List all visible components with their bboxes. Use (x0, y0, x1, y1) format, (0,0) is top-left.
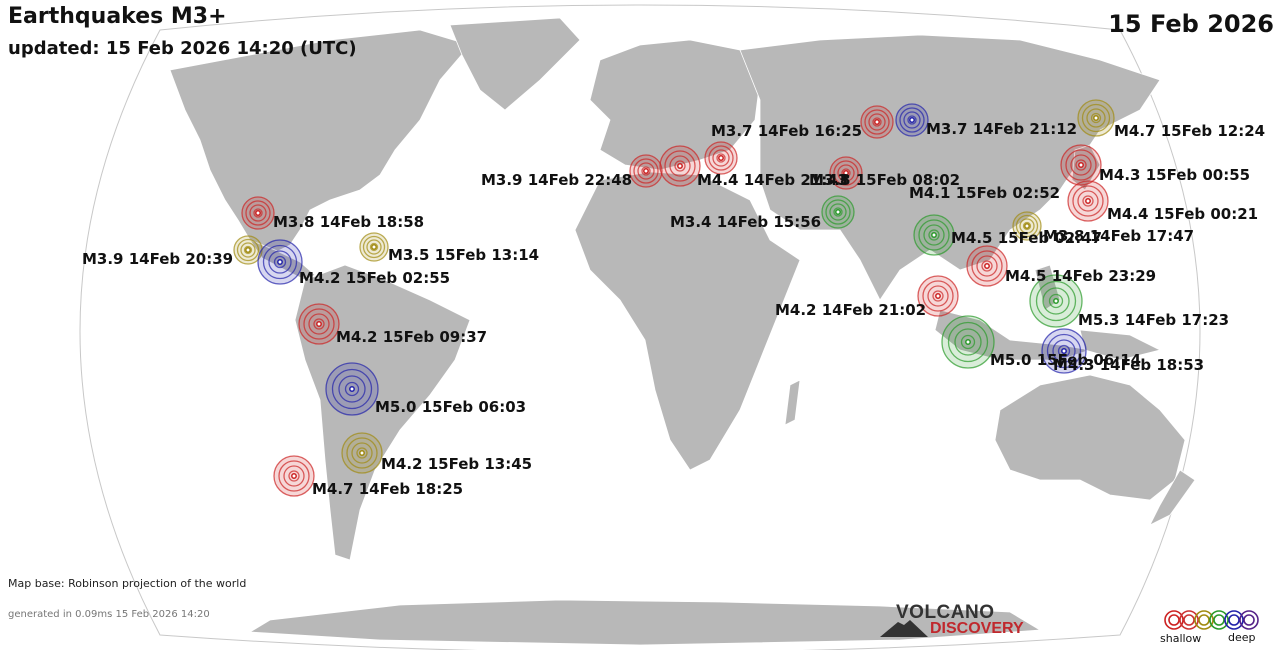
legend-deep-label: deep (1228, 631, 1256, 644)
quake-label[interactable]: M3.8 14Feb 18:58 (273, 213, 424, 231)
south-america-shape (294, 264, 471, 561)
greenland-shape (449, 17, 581, 111)
quake-label[interactable]: M4.7 14Feb 18:25 (312, 480, 463, 498)
quake-label[interactable]: M3.5 15Feb 13:14 (388, 246, 539, 264)
earthquake-marker[interactable] (1012, 211, 1042, 241)
earthquake-marker[interactable] (821, 195, 855, 229)
quake-label[interactable]: M5.0 15Feb 06:14 (990, 351, 1141, 369)
legend-depth-ring (1164, 610, 1184, 630)
quake-label[interactable]: M3.8 15Feb 08:02 (809, 171, 960, 189)
earthquake-marker[interactable] (829, 156, 863, 190)
earthquake-marker[interactable] (629, 154, 663, 188)
earthquake-marker[interactable] (257, 239, 303, 285)
quake-labels: M3.8 14Feb 18:58 M3.9 14Feb 20:39 M4.2 1… (82, 120, 1265, 498)
quake-label[interactable]: M4.7 15Feb 12:24 (1114, 122, 1265, 140)
quake-label[interactable]: M4.3 14Feb 18:53 (1053, 356, 1204, 374)
earthquake-marker[interactable] (895, 103, 929, 137)
legend-shallow-label: shallow (1160, 632, 1202, 645)
new-zealand-shape (1149, 469, 1196, 526)
earthquake-marker[interactable] (1041, 328, 1087, 374)
central-america-shape (248, 239, 316, 281)
quake-label[interactable]: M3.7 14Feb 21:12 (926, 120, 1077, 138)
continents (169, 17, 1196, 646)
legend-depth-ring (1179, 610, 1199, 630)
earthquake-marker[interactable] (241, 196, 275, 230)
indonesia-shape (934, 309, 1091, 361)
page-title: Earthquakes M3+ (8, 4, 227, 29)
earthquake-marker[interactable] (298, 303, 340, 345)
quake-label[interactable]: M4.4 15Feb 00:21 (1107, 205, 1258, 223)
quake-label[interactable]: M4.2 15Feb 02:55 (299, 269, 450, 287)
quake-label[interactable]: M4.3 15Feb 00:55 (1099, 166, 1250, 184)
quake-label[interactable]: M4.2 15Feb 13:45 (381, 455, 532, 473)
antarctica-shape (248, 599, 1042, 646)
madagascar-shape (784, 379, 801, 426)
earthquake-marker[interactable] (359, 232, 389, 262)
earthquake-marker[interactable] (1067, 180, 1109, 222)
earthquake-marker[interactable] (941, 315, 995, 369)
quake-label[interactable]: M3.9 14Feb 22:48 (481, 171, 632, 189)
earthquake-marker[interactable] (659, 145, 701, 187)
depth-legend: shallow deep (1160, 606, 1270, 646)
earthquake-marker[interactable] (860, 105, 894, 139)
earthquake-marker[interactable] (325, 362, 379, 416)
asia-shape (739, 34, 1161, 301)
quake-label[interactable]: M5.3 14Feb 17:23 (1078, 311, 1229, 329)
north-america-shape (169, 29, 471, 256)
earthquake-marker[interactable] (273, 455, 315, 497)
quake-label[interactable]: M4.5 15Feb 02:47 (951, 229, 1102, 247)
earthquake-marker[interactable] (1060, 144, 1102, 186)
quake-label[interactable]: M5.0 15Feb 06:03 (375, 398, 526, 416)
earthquake-marker[interactable] (1029, 274, 1083, 328)
volcano-discovery-logo[interactable]: VOLCANO DISCOVERY (880, 602, 1040, 642)
europe-shape (589, 39, 761, 171)
earthquake-marker[interactable] (704, 141, 738, 175)
africa-shape (574, 171, 801, 471)
earthquake-markers (233, 99, 1115, 497)
quake-label[interactable]: M3.7 14Feb 16:25 (711, 122, 862, 140)
quake-label[interactable]: M4.4 14Feb 21:43 (697, 171, 848, 189)
current-date: 15 Feb 2026 (1108, 10, 1274, 38)
earthquake-marker[interactable] (966, 245, 1008, 287)
logo-text-discovery: DISCOVERY (930, 620, 1024, 637)
new-guinea-shape (1079, 329, 1162, 361)
earthquake-marker[interactable] (1077, 99, 1115, 137)
quake-label[interactable]: M4.2 14Feb 21:02 (775, 301, 926, 319)
quake-label[interactable]: M4.5 14Feb 23:29 (1005, 267, 1156, 285)
quake-label[interactable]: M3.4 14Feb 15:56 (670, 213, 821, 231)
australia-shape (994, 374, 1186, 501)
earthquake-marker[interactable] (341, 432, 383, 474)
quake-label[interactable]: M4.2 15Feb 09:37 (336, 328, 487, 346)
legend-depth-ring (1224, 610, 1244, 630)
earthquake-marker[interactable] (913, 214, 955, 256)
earthquake-marker[interactable] (917, 275, 959, 317)
volcano-icon (880, 620, 928, 637)
generated-note: generated in 0.09ms 15 Feb 2026 14:20 (8, 609, 210, 620)
legend-depth-ring (1209, 610, 1229, 630)
quake-label[interactable]: M4.1 15Feb 02:52 (909, 184, 1060, 202)
updated-timestamp: updated: 15 Feb 2026 14:20 (UTC) (8, 38, 357, 59)
legend-depth-ring (1239, 610, 1259, 630)
quake-label[interactable]: M3.8 14Feb 17:47 (1043, 227, 1194, 245)
map-credit: Map base: Robinson projection of the wor… (8, 577, 247, 590)
logo-text-volcano: VOLCANO (896, 602, 995, 623)
legend-depth-ring (1194, 610, 1214, 630)
depth-legend-rings (1164, 610, 1259, 630)
quake-label[interactable]: M3.9 14Feb 20:39 (82, 250, 233, 268)
philippines-shape (1034, 264, 1061, 311)
